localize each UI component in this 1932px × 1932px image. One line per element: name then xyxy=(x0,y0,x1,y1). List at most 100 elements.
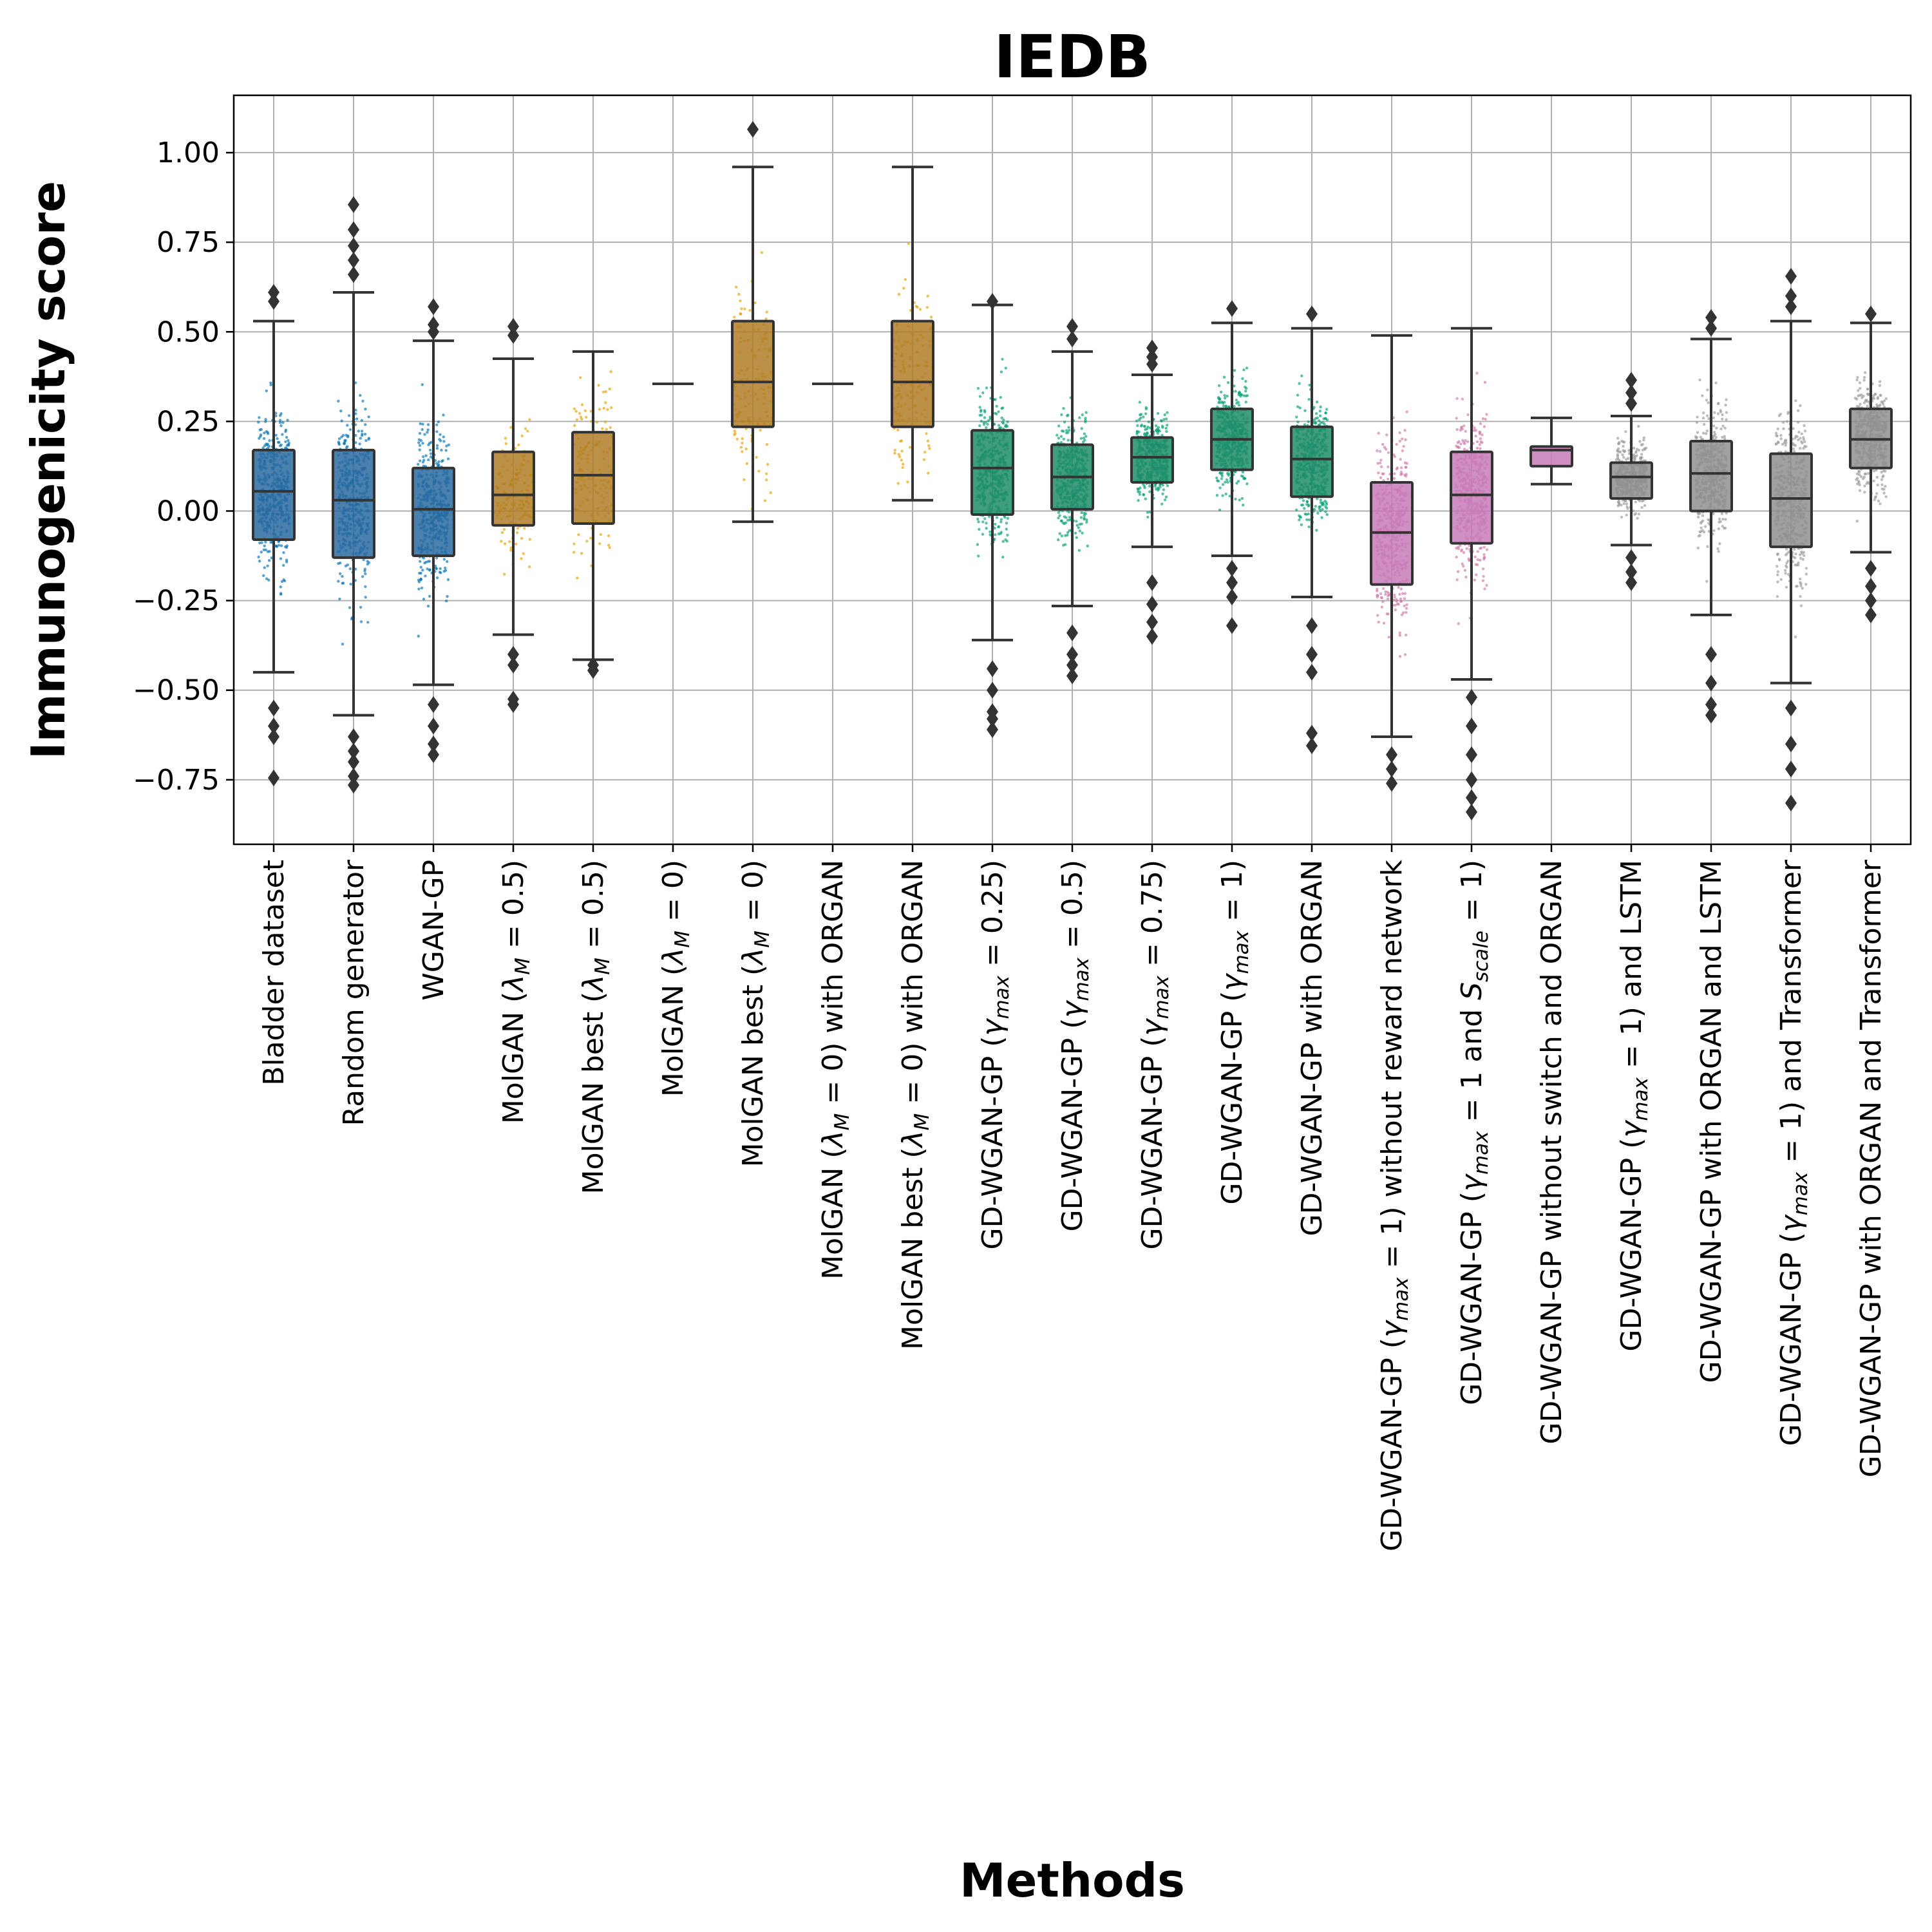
jitter-point xyxy=(1307,518,1311,522)
jitter-point xyxy=(426,428,430,431)
jitter-point xyxy=(274,433,278,437)
jitter-point xyxy=(995,516,999,519)
jitter-point xyxy=(1000,416,1003,420)
jitter-point xyxy=(1083,516,1086,520)
jitter-point xyxy=(428,448,432,452)
jitter-point xyxy=(1233,384,1236,388)
jitter-point xyxy=(609,426,612,430)
jitter-point xyxy=(1464,430,1467,433)
jitter-point xyxy=(764,317,768,321)
jitter-point xyxy=(267,578,270,582)
jitter-point xyxy=(266,432,270,435)
jitter-point xyxy=(278,419,282,422)
jitter-point xyxy=(340,419,343,422)
jitter-point xyxy=(528,538,532,541)
jitter-point xyxy=(287,439,290,442)
jitter-point xyxy=(1243,477,1246,480)
jitter-point xyxy=(1081,531,1084,535)
jitter-point xyxy=(260,541,263,544)
jitter-point xyxy=(264,420,267,423)
jitter-point xyxy=(1314,412,1318,415)
jitter-point xyxy=(528,418,531,421)
jitter-point xyxy=(929,316,933,319)
jitter-point xyxy=(1381,600,1385,603)
jitter-point xyxy=(1244,379,1247,383)
jitter-point xyxy=(1077,526,1080,529)
jitter-point xyxy=(282,551,285,554)
jitter-point xyxy=(286,419,289,422)
jitter-point xyxy=(422,598,426,601)
jitter-point xyxy=(1324,412,1327,415)
jitter-point xyxy=(1402,444,1405,448)
jitter-point xyxy=(445,444,448,448)
jitter-point xyxy=(1456,570,1460,573)
jitter-point xyxy=(1403,653,1407,656)
jitter-point xyxy=(1005,540,1009,543)
jitter-point xyxy=(270,556,273,560)
jitter-point xyxy=(360,419,364,422)
jitter-point xyxy=(1392,598,1396,601)
jitter-point xyxy=(500,531,504,535)
jitter-point xyxy=(341,582,344,585)
jitter-point xyxy=(439,433,442,436)
jitter-point xyxy=(1401,592,1405,595)
jitter-point xyxy=(989,530,992,534)
jitter-point xyxy=(1084,512,1088,515)
jitter-point xyxy=(734,285,738,289)
jitter-point xyxy=(504,442,507,446)
jitter-point xyxy=(1398,431,1401,435)
jitter-point xyxy=(1380,605,1384,609)
jitter-point xyxy=(1398,439,1401,443)
jitter-point xyxy=(1396,602,1399,606)
jitter-point xyxy=(1460,548,1464,552)
jitter-point xyxy=(1296,393,1300,397)
jitter-point xyxy=(337,442,341,445)
jitter-point xyxy=(1162,488,1166,491)
jitter-point xyxy=(739,312,743,316)
jitter-point xyxy=(1398,634,1402,637)
jitter-point xyxy=(608,387,612,391)
jitter-point xyxy=(1321,507,1324,511)
jitter-point xyxy=(1459,442,1463,446)
jitter-point xyxy=(1135,419,1139,422)
jitter-point xyxy=(1378,461,1382,465)
jitter-point xyxy=(284,430,287,433)
jitter-point xyxy=(1324,510,1327,513)
jitter-point xyxy=(1078,522,1081,526)
jitter-point xyxy=(1405,607,1408,610)
jitter-point xyxy=(1215,477,1218,480)
jitter-point xyxy=(1455,417,1458,420)
jitter-point xyxy=(418,444,422,447)
jitter-point xyxy=(1164,495,1168,498)
jitter-point xyxy=(1077,549,1081,552)
jitter-point xyxy=(1238,498,1241,502)
jitter-point xyxy=(522,552,525,555)
jitter-point xyxy=(1461,439,1464,442)
jitter-point xyxy=(978,413,981,417)
jitter-point xyxy=(980,408,983,412)
jitter-point xyxy=(986,422,989,426)
jitter-point xyxy=(1462,551,1466,554)
jitter-point xyxy=(579,415,583,419)
jitter-point xyxy=(1244,401,1247,404)
jitter-point xyxy=(918,308,922,311)
jitter-point xyxy=(1459,544,1462,547)
jitter-point xyxy=(1319,421,1323,424)
jitter-point xyxy=(1142,415,1145,419)
jitter-point xyxy=(1061,429,1064,433)
jitter-point xyxy=(1475,372,1479,375)
jitter-point xyxy=(1085,520,1088,524)
jitter-point xyxy=(1085,518,1088,522)
jitter-point xyxy=(1379,465,1383,469)
jitter-point xyxy=(276,437,279,440)
jitter-point xyxy=(1081,413,1084,417)
jitter-point xyxy=(435,576,439,580)
jitter-point xyxy=(348,606,352,609)
jitter-point xyxy=(1318,410,1321,413)
jitter-point xyxy=(1324,505,1327,509)
jitter-point xyxy=(1001,357,1004,361)
jitter-point xyxy=(1302,499,1305,502)
jitter-point xyxy=(1307,397,1311,401)
jitter-point xyxy=(1396,466,1399,469)
jitter-point xyxy=(443,566,447,570)
